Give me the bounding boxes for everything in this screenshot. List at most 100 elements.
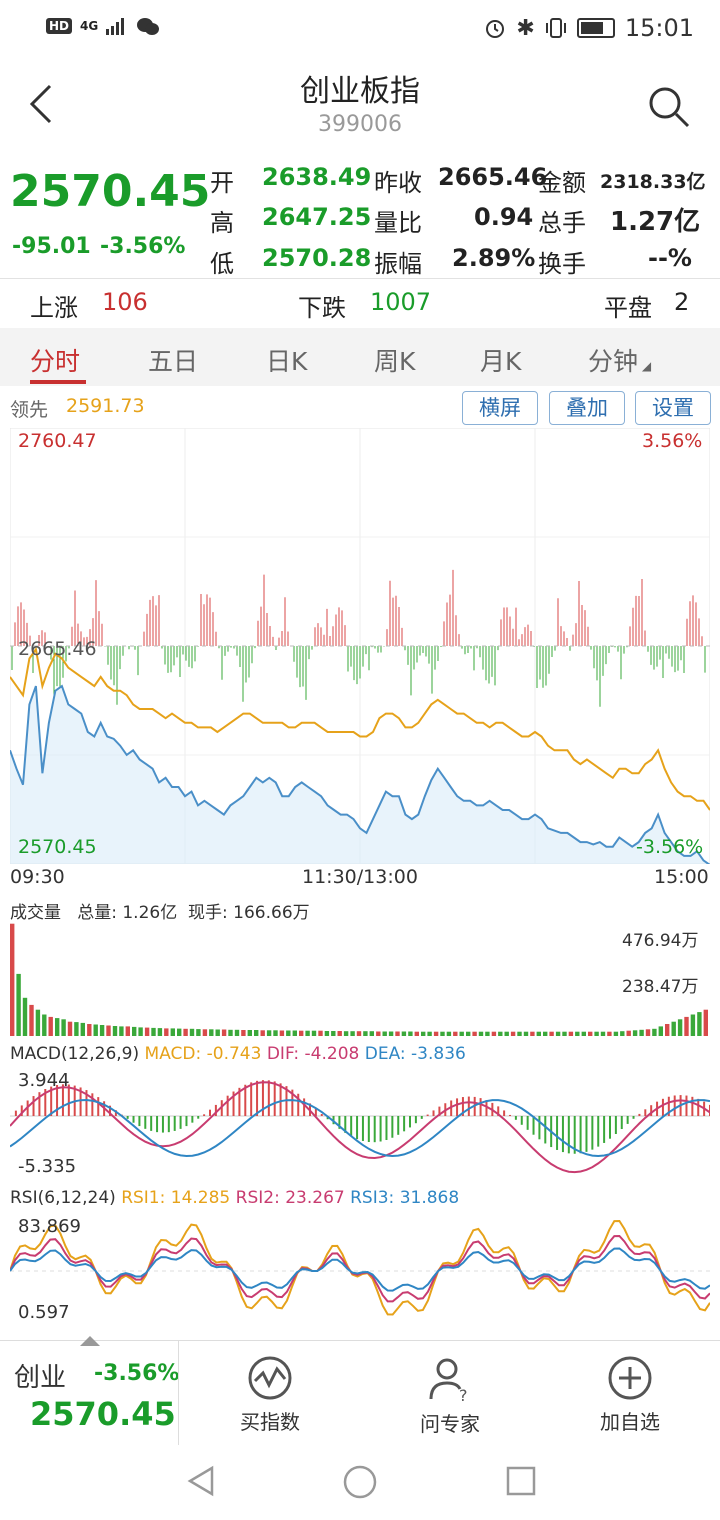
volume-bar: [421, 1031, 426, 1036]
volume-current: 现手: 166.66万: [188, 903, 310, 923]
volume-bar: [311, 1030, 317, 1036]
amount-value: 2318.33亿: [600, 171, 706, 193]
add-watchlist-button[interactable]: 加自选: [580, 1355, 680, 1435]
volume-bar: [260, 1030, 265, 1036]
volume-bar: [555, 1031, 561, 1036]
rsi-min-label: 0.597: [18, 1302, 70, 1323]
volume-bar: [241, 1030, 246, 1036]
macd-max-label: 3.944: [18, 1070, 70, 1091]
volume-bar: [652, 1028, 657, 1036]
volume-bar: [61, 1019, 66, 1036]
amplitude-label: 振幅: [374, 250, 422, 278]
volume-bar: [433, 1031, 439, 1036]
tab-minute[interactable]: 分钟 ◢: [588, 342, 651, 378]
total-hands-label: 总手: [538, 209, 586, 237]
chart-tabs: 分时 五日 日K 周K 月K 分钟 ◢: [0, 328, 720, 386]
volume-mid-label: 238.47万: [622, 977, 699, 997]
volume-bar: [671, 1021, 676, 1036]
lead-label: 领先: [10, 399, 49, 421]
volume-bar: [395, 1031, 400, 1036]
divider: [0, 278, 720, 279]
volume-bar: [247, 1030, 252, 1036]
low-value: 2570.28: [262, 244, 372, 272]
volume-bar: [292, 1030, 297, 1036]
nav-recents-icon[interactable]: [504, 1464, 538, 1498]
status-bar: HD 4G ✱ 15:01: [0, 0, 720, 58]
tab-weekly-k[interactable]: 周K: [374, 347, 416, 376]
y-max-pct-label: 3.56%: [642, 430, 703, 452]
battery-icon: [576, 18, 615, 38]
signal-bars-icon: [106, 18, 125, 35]
volume-bar: [491, 1031, 497, 1036]
buy-index-button[interactable]: 买指数: [220, 1355, 320, 1435]
ask-expert-label: 问专家: [420, 1412, 480, 1436]
volume-bar: [266, 1030, 272, 1036]
volume-bar: [498, 1031, 503, 1036]
volume-bar: [80, 1022, 85, 1036]
search-icon[interactable]: [648, 86, 690, 132]
expand-triangle-icon[interactable]: [80, 1331, 100, 1350]
volume-bar: [453, 1031, 458, 1036]
volume-bar: [562, 1031, 567, 1036]
volume-bar: [35, 1009, 41, 1036]
x-label-close: 15:00: [654, 866, 709, 888]
volume-bar: [87, 1024, 92, 1036]
volume-bar: [273, 1030, 278, 1036]
rsi3-value: RSI3: 31.868: [350, 1188, 460, 1208]
rsi1-value: RSI1: 14.285: [121, 1188, 231, 1208]
macd-title: MACD(12,26,9): [10, 1044, 140, 1064]
tab-minute-label: 分钟: [588, 347, 639, 376]
volume-bar: [632, 1030, 638, 1036]
volume-bar: [196, 1029, 201, 1036]
volume-bar: [132, 1026, 137, 1036]
prev-close-value: 2665.46: [438, 163, 548, 191]
volume-bar: [189, 1028, 195, 1036]
back-icon[interactable]: [26, 82, 56, 134]
low-label: 低: [210, 250, 234, 278]
volume-bar: [626, 1030, 631, 1036]
volume-bar: [530, 1031, 535, 1036]
volume-bar: [568, 1031, 574, 1036]
volume-bar: [183, 1028, 188, 1036]
tab-intraday[interactable]: 分时: [30, 347, 81, 376]
tab-daily-k[interactable]: 日K: [266, 347, 308, 376]
volume-bar: [440, 1031, 445, 1036]
dif-line: [10, 1081, 710, 1174]
intraday-chart[interactable]: [10, 428, 710, 864]
volume-max-label: 476.94万: [622, 931, 699, 951]
volume-bar: [376, 1031, 381, 1036]
volume-bar: [466, 1031, 471, 1036]
macd-value: MACD: -0.743: [144, 1044, 262, 1064]
volume-bar: [427, 1031, 432, 1036]
plus-circle-icon: [608, 1356, 652, 1400]
volume-ratio-value: 0.94: [474, 203, 534, 231]
nav-home-icon[interactable]: [342, 1464, 378, 1500]
volume-total: 总量: 1.26亿: [77, 903, 178, 923]
tab-monthly-k[interactable]: 月K: [480, 347, 522, 376]
volume-bar: [588, 1031, 593, 1036]
volume-bar: [215, 1029, 220, 1036]
tab-five-day[interactable]: 五日: [148, 347, 199, 376]
volume-bar: [356, 1031, 362, 1036]
amplitude-value: 2.89%: [452, 244, 536, 272]
volume-bar: [279, 1030, 285, 1036]
stock-code: 399006: [318, 112, 402, 137]
volume-bar: [221, 1029, 227, 1036]
volume-bar: [286, 1030, 291, 1036]
ask-expert-button[interactable]: ? 问专家: [400, 1355, 500, 1437]
volume-bar: [600, 1031, 606, 1036]
y-max-label: 2760.47: [18, 430, 97, 452]
header: 创业板指 399006: [0, 58, 720, 150]
total-hands-value: 1.27亿: [610, 207, 701, 237]
overlay-button[interactable]: 叠加: [549, 391, 625, 425]
nav-back-icon[interactable]: [184, 1464, 218, 1498]
volume-header: 成交量 总量: 1.26亿 现手: 166.66万: [10, 898, 310, 923]
landscape-button[interactable]: 横屏: [462, 391, 538, 425]
rsi1-line: [10, 1219, 710, 1316]
open-label: 开: [210, 169, 234, 197]
rsi-title: RSI(6,12,24): [10, 1188, 116, 1208]
volume-bar: [575, 1031, 580, 1036]
price-change: -95.01: [12, 234, 91, 259]
settings-button[interactable]: 设置: [635, 391, 711, 425]
bottom-bar: 创业 -3.56% 2570.45 买指数 ? 问专家 加自选: [0, 1336, 720, 1445]
